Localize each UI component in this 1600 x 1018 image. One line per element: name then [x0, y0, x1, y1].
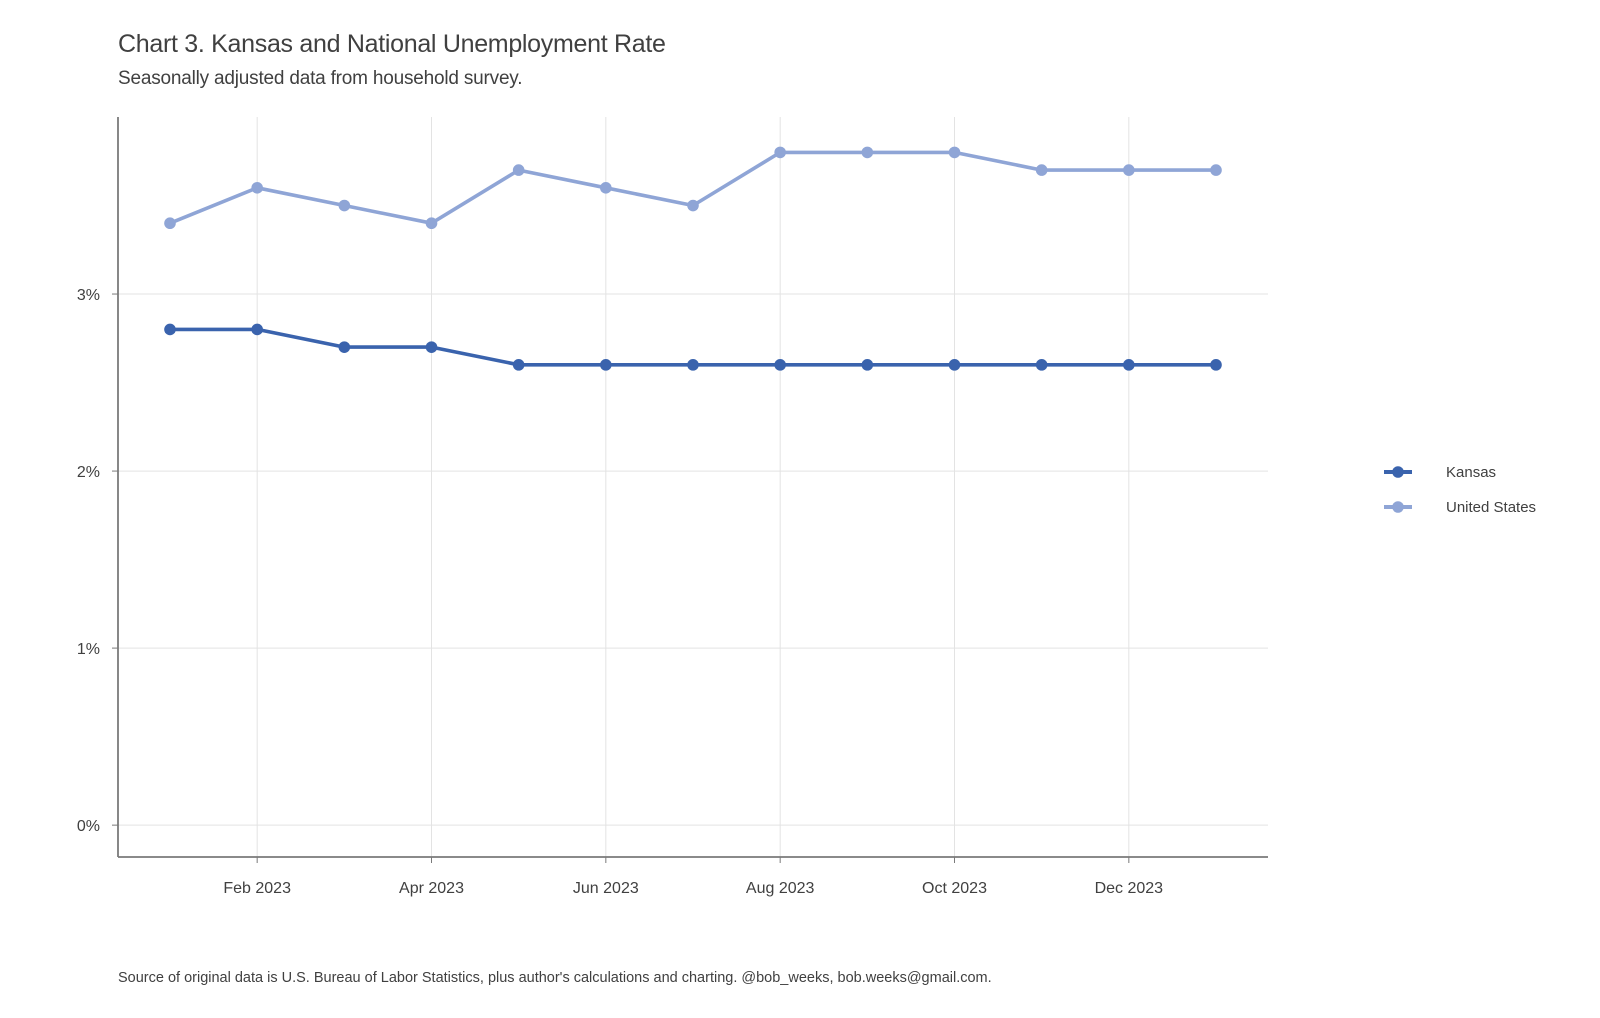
data-point-united-states — [425, 217, 438, 230]
y-tick-label: 2% — [77, 464, 100, 481]
legend-swatch-point — [1392, 466, 1404, 478]
data-point-united-states — [512, 164, 525, 176]
series-line-united-states — [168, 150, 1218, 225]
legend-label: Kansas — [1446, 464, 1496, 481]
chart-caption: Source of original data is U.S. Bureau o… — [118, 970, 992, 986]
data-point-kansas — [251, 323, 263, 336]
data-point-united-states — [1035, 164, 1048, 176]
data-point-kansas — [338, 341, 351, 353]
y-tick-label: 3% — [77, 287, 100, 304]
x-tick-label: Apr 2023 — [399, 880, 464, 897]
data-point-united-states — [338, 199, 351, 212]
y-tick-label: 0% — [77, 818, 100, 835]
data-point-united-states — [600, 182, 612, 194]
data-point-united-states — [251, 182, 263, 194]
data-point-kansas — [425, 341, 438, 353]
data-point-kansas — [774, 359, 786, 371]
legend-item-united-states: United States — [1384, 499, 1536, 516]
x-tick-label: Feb 2023 — [223, 880, 291, 897]
data-point-kansas — [164, 323, 176, 336]
x-tick-label: Aug 2023 — [746, 880, 815, 897]
tick-labels: 0% 1% 2% 3% Feb 2023 Apr 2023 Jun 2023 Aug 2023… — [77, 287, 1163, 897]
grid-lines — [118, 117, 1268, 857]
series-lines — [164, 146, 1222, 371]
x-tick-label: Dec 2023 — [1095, 880, 1164, 897]
data-point-united-states — [687, 199, 699, 212]
data-point-united-states — [164, 217, 176, 230]
chart-subtitle: Seasonally adjusted data from household … — [118, 68, 523, 89]
data-point-kansas — [1210, 359, 1222, 371]
data-point-kansas — [512, 359, 525, 371]
data-point-kansas — [1035, 359, 1048, 371]
data-point-united-states — [1123, 164, 1135, 176]
data-point-kansas — [1123, 359, 1135, 371]
data-point-kansas — [600, 359, 612, 371]
y-tick-label: 1% — [77, 641, 100, 658]
axes — [112, 117, 1268, 863]
data-point-united-states — [948, 146, 961, 159]
x-tick-label: Jun 2023 — [573, 880, 639, 897]
x-tick-label: Oct 2023 — [922, 880, 987, 897]
legend-swatch-point — [1392, 501, 1404, 513]
data-point-kansas — [861, 359, 874, 371]
data-point-united-states — [1210, 164, 1222, 176]
legend-item-kansas: Kansas — [1384, 464, 1496, 481]
chart-title: Chart 3. Kansas and National Unemploymen… — [118, 30, 666, 58]
data-point-kansas — [948, 359, 961, 371]
data-point-united-states — [774, 146, 786, 159]
legend-label: United States — [1446, 499, 1536, 516]
data-point-united-states — [861, 146, 874, 159]
data-point-kansas — [687, 359, 699, 371]
legend: Kansas United States — [1384, 464, 1536, 516]
